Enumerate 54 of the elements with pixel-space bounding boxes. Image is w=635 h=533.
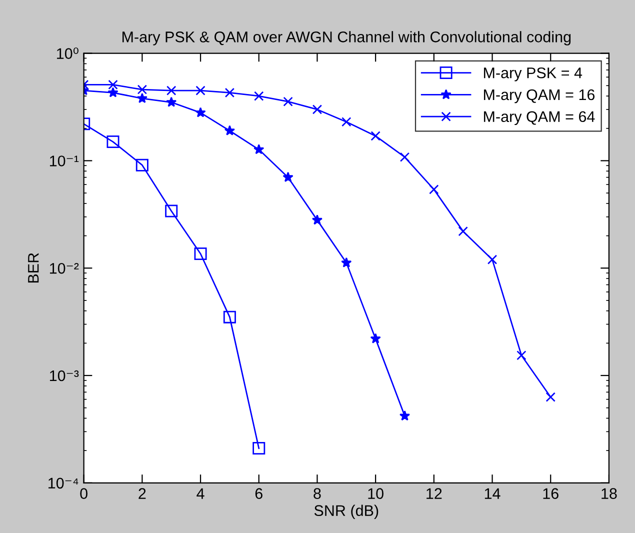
x-tick-label: 2 bbox=[138, 488, 146, 499]
point bbox=[254, 144, 264, 154]
x-tick-label: 0 bbox=[80, 488, 88, 499]
point bbox=[312, 214, 323, 225]
point bbox=[196, 86, 206, 96]
y-tick-label: 10⁻³ bbox=[50, 370, 79, 382]
point bbox=[166, 86, 176, 96]
y-tick-label: 10⁻¹ bbox=[50, 156, 79, 166]
legend-label: M-ary QAM = 64 bbox=[484, 111, 595, 126]
point bbox=[224, 125, 236, 136]
point bbox=[516, 350, 526, 360]
point bbox=[487, 254, 498, 264]
legend-label: M-ary PSK = 4 bbox=[484, 67, 582, 82]
point bbox=[106, 136, 120, 148]
point bbox=[341, 257, 352, 268]
chart-title: M-ary PSK & QAM over AWGN Channel with Convolutional coding bbox=[122, 31, 571, 46]
x-tick-label: 4 bbox=[196, 488, 204, 499]
point bbox=[546, 392, 556, 402]
point bbox=[194, 248, 207, 260]
point bbox=[399, 410, 410, 421]
point bbox=[108, 87, 118, 98]
x-axis-title: SNR (dB) bbox=[314, 504, 378, 520]
point bbox=[137, 84, 148, 94]
point bbox=[254, 91, 264, 101]
point bbox=[400, 152, 410, 162]
point bbox=[224, 88, 235, 98]
y-axis-title: BER bbox=[28, 253, 39, 283]
point bbox=[136, 158, 148, 172]
point bbox=[195, 107, 206, 118]
point bbox=[136, 92, 148, 104]
point bbox=[223, 310, 236, 324]
point bbox=[165, 204, 178, 218]
point bbox=[282, 172, 294, 182]
point bbox=[370, 333, 381, 344]
point bbox=[312, 104, 322, 114]
x-tick-label: 14 bbox=[484, 488, 500, 499]
y-tick-label: 10⁰ bbox=[57, 47, 78, 59]
legend-label: M-ary QAM = 16 bbox=[484, 89, 595, 104]
x-tick-label: 16 bbox=[543, 488, 558, 499]
point bbox=[458, 226, 468, 236]
point bbox=[252, 442, 266, 455]
point bbox=[370, 131, 380, 141]
point bbox=[342, 116, 352, 127]
x-tick-label: 10 bbox=[368, 488, 384, 499]
point bbox=[108, 80, 118, 90]
y-tick-label: 10⁻⁴ bbox=[48, 478, 78, 489]
point bbox=[166, 96, 177, 107]
y-tick-label: 10⁻² bbox=[50, 262, 79, 274]
x-tick-label: 12 bbox=[426, 488, 442, 499]
point bbox=[283, 96, 293, 106]
x-tick-label: 8 bbox=[314, 488, 321, 499]
x-tick-label: 6 bbox=[255, 488, 262, 499]
x-tick-label: 18 bbox=[602, 488, 617, 499]
point bbox=[429, 184, 439, 194]
